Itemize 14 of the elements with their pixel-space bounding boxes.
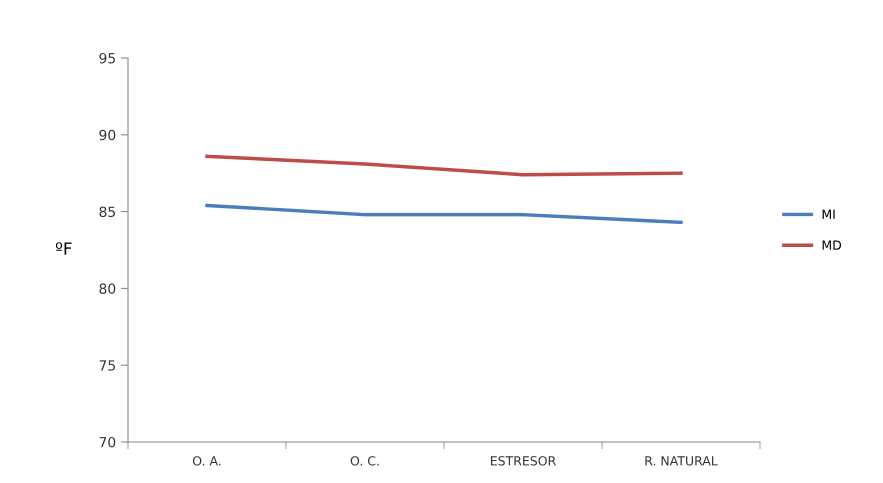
legend-label: MD xyxy=(822,240,842,250)
legend-label: MI xyxy=(822,210,835,219)
x-tick-label: R. NATURAL xyxy=(645,456,718,466)
y-tick-label: 90 xyxy=(99,130,116,140)
x-tick-label: ESTRESOR xyxy=(490,456,556,466)
y-tick-label: 80 xyxy=(99,283,116,294)
y-axis-title: ºF xyxy=(56,242,72,255)
y-tick-label: 95 xyxy=(99,52,115,64)
line-series xyxy=(205,154,683,176)
y-tick-label: 70 xyxy=(100,436,116,448)
y-tick-label: 85 xyxy=(99,206,115,218)
x-tick-label: O. C. xyxy=(350,456,379,466)
y-tick-label: 75 xyxy=(100,360,115,371)
x-tick-label: O. A. xyxy=(192,456,220,466)
